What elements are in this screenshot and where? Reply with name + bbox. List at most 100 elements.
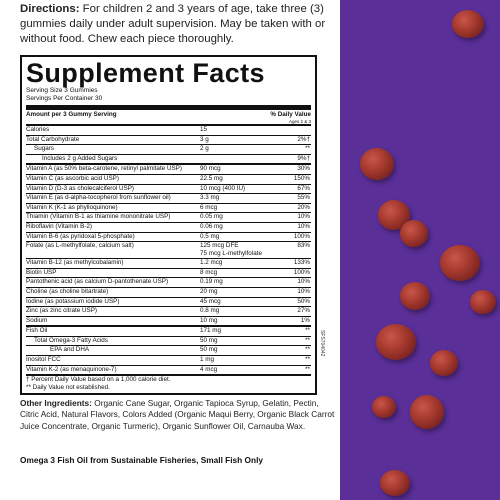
nutrient-row: Calories 15 (26, 124, 311, 135)
nutrient-amount: 90 mcg (200, 165, 221, 173)
nutrient-dv: 55% (297, 194, 310, 202)
nutrient-amount: 0.19 mg (200, 278, 223, 286)
nutrient-dv: ** (305, 356, 310, 364)
nutrient-name: Vitamin K-2 (as menaquinone-7) (26, 365, 117, 373)
nutrient-amount: 1 mg (200, 356, 214, 364)
gummy-image (452, 10, 484, 38)
nutrient-name: Zinc (as zinc citrate USP) (26, 307, 98, 315)
nutrient-name: Inositol FCC (26, 356, 61, 364)
nutrient-row: Vitamin C (as ascorbic acid USP) 22.5 mg 1… (26, 173, 311, 184)
nutrient-dv: 67% (297, 184, 310, 192)
nutrient-name: Folate (as L-methylfolate, calcium salt) (26, 242, 134, 250)
nutrient-name: Fish Oil (26, 327, 48, 335)
directions-body: For children 2 and 3 years of age, take … (20, 3, 326, 45)
footnote-dv: † Percent Daily Value based on a 1,000 c… (26, 376, 171, 384)
other-ingredients-text: Organic Cane Sugar, Organic Tapioca Syru… (20, 398, 335, 431)
gummy-image (470, 290, 496, 314)
nutrient-name: Vitamin K (K-1 as phylloquinone) (26, 203, 118, 211)
nutrient-amount: 15 (200, 126, 208, 133)
nutrient-amount: 0.06 mg (200, 222, 223, 230)
nutrient-amount: 6 mcg (200, 203, 218, 211)
nutrient-amount: 171 mg (200, 327, 222, 335)
nutrient-dv: 10% (297, 222, 310, 230)
facts-header: Amount per 3 Gummy Serving % Daily Value… (26, 110, 311, 124)
nutrient-dv: ** (305, 346, 310, 354)
gummy-image (376, 324, 416, 360)
gummy-image (430, 350, 458, 376)
nutrient-amount-line: 125 mcg DFE (200, 242, 239, 250)
nutrient-dv: 133% (293, 259, 310, 267)
nutrient-name: Vitamin B-12 (as methylcobalamin) (26, 259, 124, 267)
gummy-image (440, 245, 480, 281)
supplement-facts-box: Supplement Facts Serving Size 3 Gummies … (20, 55, 317, 395)
omega-note: Omega 3 Fish Oil from Sustainable Fisher… (20, 455, 263, 465)
nutrient-row: Choline (as choline bitartrate) 20 mg 10% (26, 286, 311, 297)
nutrient-name: EPA and DHA (50, 346, 90, 354)
directions-label: Directions: (20, 3, 80, 15)
nutrient-amount: 0.05 mg (200, 213, 223, 221)
nutrient-name: Thiamin (Vitamin B-1 as thiamine mononit… (26, 213, 171, 221)
nutrient-row: Vitamin A (as 50% beta-carotene, retinyl… (26, 163, 311, 174)
dv-subheader: Ages 2 & 3 (288, 119, 311, 124)
footnote-not-established: ** Daily Value not established. (26, 384, 110, 392)
nutrient-name: Vitamin B-6 (as pyridoxal 5-phosphate) (26, 232, 135, 240)
nutrient-amount: 0.8 mg (200, 307, 220, 315)
nutrient-name: Vitamin A (as 50% beta-carotene, retinyl… (26, 165, 182, 173)
nutrient-dv: 27% (297, 307, 310, 315)
nutrient-row: Sodium 10 mg 1% (26, 315, 311, 326)
nutrient-amount: 125 mcg DFE 75 mcg L-methylfolate (200, 242, 270, 258)
nutrient-amount: 2 g (200, 145, 209, 153)
gummy-image (360, 148, 394, 180)
nutrient-name: Riboflavin (Vitamin B-2) (26, 222, 93, 230)
nutrient-dv: 10% (297, 213, 310, 221)
nutrient-name: Iodine (as potassium iodide USP) (26, 297, 120, 305)
nutrient-row: Iodine (as potassium iodide USP) 45 mcg 50… (26, 296, 311, 307)
nutrient-amount: 10 mg (200, 316, 218, 324)
nutrient-amount: 20 mg (200, 287, 218, 295)
nutrient-row: Total Carbohydrate 3 g 2%† (26, 134, 311, 145)
nutrient-row: Folate (as L-methylfolate, calcium salt)… (26, 241, 311, 258)
nutrient-name: Sodium (26, 316, 48, 324)
nutrient-dv: ** (305, 336, 310, 344)
nutrient-amount: 45 mcg (200, 297, 221, 305)
nutrient-name: Total Omega-3 Fatty Acids (34, 336, 108, 344)
nutrient-dv: ** (305, 327, 310, 335)
nutrient-amount: 50 mg (200, 346, 218, 354)
nutrient-name: Includes 2 g Added Sugars (42, 154, 118, 162)
gummy-image (372, 396, 396, 418)
nutrient-row: Vitamin K (K-1 as phylloquinone) 6 mcg 20% (26, 202, 311, 213)
nutrient-row: Sugars 2 g ** (26, 144, 311, 154)
nutrient-row: Riboflavin (Vitamin B-2) 0.06 mg 10% (26, 221, 311, 232)
nutrient-dv: 50% (297, 297, 310, 305)
dv-header: % Daily Value (270, 111, 311, 118)
nutrient-amount-line: 75 mcg L-methylfolate (200, 250, 262, 258)
nutrient-row: Inositol FCC 1 mg ** (26, 355, 311, 365)
nutrient-row: Includes 2 g Added Sugars 9%† (26, 153, 311, 164)
divider (26, 374, 311, 377)
nutrient-amount: 50 mg (200, 336, 218, 344)
directions-text: Directions: For children 2 and 3 years o… (20, 2, 338, 47)
nutrient-dv: 150% (293, 174, 310, 182)
nutrient-amount: 1.2 mcg (200, 259, 223, 267)
servings-per-container: Servings Per Container 30 (26, 95, 103, 102)
nutrient-dv: 2%† (297, 135, 310, 143)
nutrient-row: Pantothenic acid (as calcium D-pantothen… (26, 277, 311, 287)
nutrient-name: Pantothenic acid (as calcium D-pantothen… (26, 278, 169, 286)
other-ingredients-label: Other Ingredients: (20, 398, 92, 408)
nutrient-row: Total Omega-3 Fatty Acids 50 mg ** (26, 335, 311, 346)
nutrient-name: Sugars (34, 145, 54, 153)
nutrient-name: Vitamin E (as d-alpha-tocopherol from su… (26, 194, 171, 202)
nutrient-dv: 9%† (297, 154, 310, 162)
nutrient-row: Zinc (as zinc citrate USP) 0.8 mg 27% (26, 306, 311, 316)
nutrient-name: Calories (26, 126, 50, 133)
gummy-image (380, 470, 410, 496)
thick-divider (26, 105, 311, 110)
nutrient-row: Fish Oil 171 mg ** (26, 325, 311, 336)
nutrient-row: Vitamin B-12 (as methylcobalamin) 1.2 mcg… (26, 258, 311, 268)
nutrient-dv: 30% (297, 165, 310, 173)
nutrient-dv: ** (305, 365, 310, 373)
nutrient-row: Biotin USP 8 mcg 100% (26, 267, 311, 278)
gummy-image (400, 282, 430, 310)
nutrient-dv: 10% (297, 287, 310, 295)
nutrient-name: Total Carbohydrate (26, 135, 80, 143)
